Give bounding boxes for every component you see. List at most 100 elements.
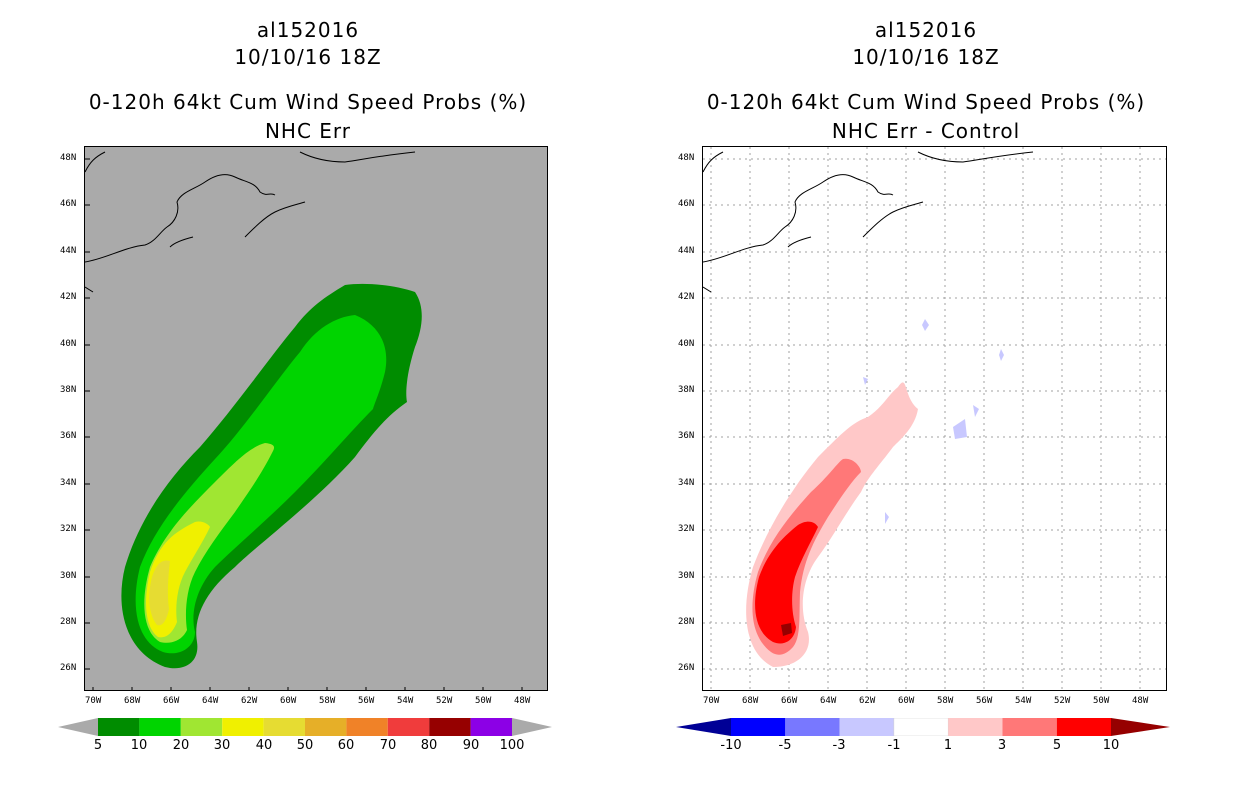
- ylab: 28N: [678, 617, 695, 627]
- xlab: 50W: [475, 696, 492, 706]
- prob-40-50: [149, 560, 170, 626]
- colorbar-label: 5: [1052, 738, 1062, 753]
- xlab: 54W: [1015, 696, 1032, 706]
- colorbar-label: -1: [887, 738, 901, 753]
- colorbar-swatch: [305, 718, 347, 736]
- colorbar-swatch: [429, 718, 471, 736]
- colorbar-label: 30: [213, 738, 231, 753]
- colorbar-swatch: [839, 718, 894, 736]
- ylab: 42N: [678, 292, 695, 302]
- xlab: 48W: [1132, 696, 1149, 706]
- left-map: [84, 146, 548, 691]
- ylab: 34N: [60, 478, 77, 488]
- colorbar-label: 3: [997, 738, 1007, 753]
- ylab: 40N: [678, 339, 695, 349]
- diff-neg-blob-6: [885, 512, 889, 524]
- ylab: 38N: [60, 385, 77, 395]
- ylab: 44N: [678, 246, 695, 256]
- colorbar-label: 10: [1102, 738, 1120, 753]
- diff-gt-10: [781, 623, 792, 636]
- diff-neg-blob-5: [863, 377, 868, 385]
- right-colorbar: [676, 718, 1170, 736]
- colorbar-arrow-low: [676, 718, 731, 736]
- colorbar-label: 20: [172, 738, 190, 753]
- colorbar-label: 10: [130, 738, 148, 753]
- ylab: 34N: [678, 478, 695, 488]
- prob-10-20: [135, 315, 387, 654]
- xlab: 68W: [742, 696, 759, 706]
- left-title-variant: NHC Err: [264, 119, 352, 143]
- colorbar-arrow-high: [512, 718, 552, 736]
- colorbar-label: -5: [778, 738, 792, 753]
- xlab: 60W: [898, 696, 915, 706]
- left-title-product: 0-120h 64kt Cum Wind Speed Probs (%): [88, 90, 528, 114]
- colorbar-label: -3: [832, 738, 846, 753]
- left-ticks: [85, 158, 523, 690]
- colorbar-arrow-high: [1111, 718, 1170, 736]
- colorbar-label: 80: [420, 738, 438, 753]
- xlab: 48W: [514, 696, 531, 706]
- xlab: 66W: [163, 696, 180, 706]
- colorbar-swatch: [180, 718, 223, 736]
- colorbar-swatch: [387, 718, 430, 736]
- left-title-storm: al152016: [256, 18, 360, 42]
- xlab: 54W: [397, 696, 414, 706]
- ylab: 26N: [678, 663, 695, 673]
- coastline-right: [703, 151, 1034, 293]
- coastline: [85, 151, 416, 293]
- ylab: 26N: [60, 663, 77, 673]
- xlab: 64W: [202, 696, 219, 706]
- colorbar-swatch: [470, 718, 512, 736]
- colorbar-swatch: [98, 718, 140, 736]
- ylab: 46N: [60, 199, 77, 209]
- colorbar-swatch: [222, 718, 264, 736]
- xlab: 68W: [124, 696, 141, 706]
- xlab: 62W: [241, 696, 258, 706]
- xlab: 58W: [319, 696, 336, 706]
- diff-neg-blob-2: [973, 405, 979, 417]
- ylab: 38N: [678, 385, 695, 395]
- grid-lines: [703, 147, 1166, 690]
- colorbar-swatch: [731, 718, 786, 736]
- xlab: 56W: [976, 696, 993, 706]
- colorbar-label: 90: [462, 738, 480, 753]
- colorbar-swatch: [893, 718, 949, 736]
- xlab: 52W: [436, 696, 453, 706]
- xlab: 66W: [781, 696, 798, 706]
- ylab: 30N: [60, 571, 77, 581]
- colorbar-label: 50: [296, 738, 314, 753]
- diff-5-10: [755, 521, 818, 644]
- ylab: 28N: [60, 617, 77, 627]
- colorbar-swatch: [1056, 718, 1112, 736]
- xlab: 70W: [703, 696, 720, 706]
- diff-neg-blob-3: [922, 319, 929, 331]
- ylab: 42N: [60, 292, 77, 302]
- right-title-storm: al152016: [874, 18, 978, 42]
- ylab: 40N: [60, 339, 77, 349]
- xlab: 58W: [937, 696, 954, 706]
- ylab: 36N: [678, 431, 695, 441]
- ylab: 30N: [678, 571, 695, 581]
- ylab: 32N: [678, 524, 695, 534]
- colorbar-label: 5: [93, 738, 103, 753]
- ylab: 36N: [60, 431, 77, 441]
- left-title-date: 10/10/16 18Z: [234, 45, 382, 69]
- colorbar-swatch: [948, 718, 1003, 736]
- xlab: 56W: [358, 696, 375, 706]
- right-map-svg: [703, 147, 1166, 690]
- ylab: 48N: [678, 153, 695, 163]
- diff-neg-blob-4: [999, 349, 1004, 361]
- colorbar-swatch: [346, 718, 388, 736]
- ylab: 44N: [60, 246, 77, 256]
- xlab: 60W: [280, 696, 297, 706]
- left-colorbar: [58, 718, 552, 736]
- colorbar-arrow-low: [58, 718, 98, 736]
- colorbar-label: 70: [379, 738, 397, 753]
- ylab: 32N: [60, 524, 77, 534]
- xlab: 64W: [820, 696, 837, 706]
- colorbar-label: -10: [720, 738, 742, 753]
- right-title-variant: NHC Err - Control: [831, 119, 1021, 143]
- colorbar-swatch: [139, 718, 181, 736]
- xlab: 62W: [859, 696, 876, 706]
- right-map: [702, 146, 1167, 691]
